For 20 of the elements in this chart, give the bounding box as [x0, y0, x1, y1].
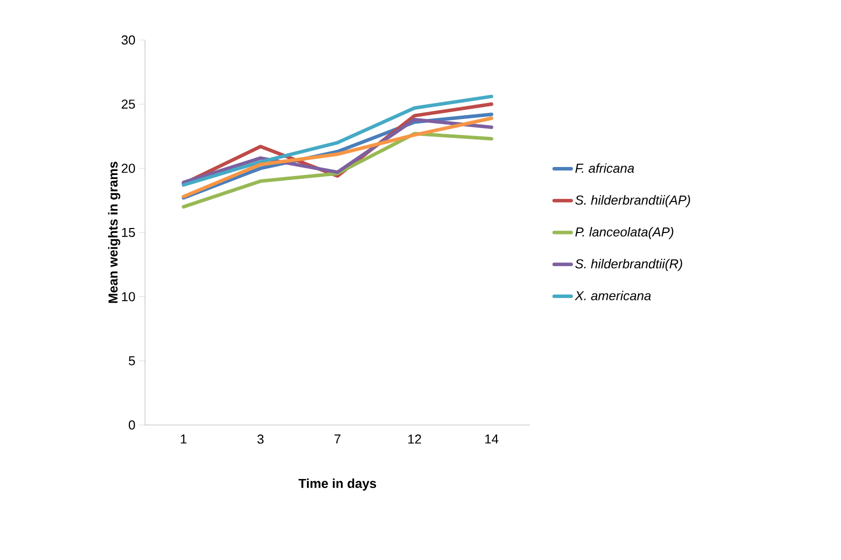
y-tick-label: 25 [122, 100, 135, 109]
y-tick-label: 30 [122, 35, 135, 45]
y-tick-label: 0 [128, 420, 135, 430]
x-tick-label: 7 [334, 434, 340, 444]
x-axis-title: Time in days [298, 478, 376, 491]
x-tick-label: 3 [257, 434, 264, 444]
line-series [182, 132, 494, 209]
y-tick-label: 20 [122, 164, 135, 173]
x-tick-label: 12 [408, 434, 422, 444]
x-tick-label: 1 [180, 434, 186, 444]
legend-label: S. hilderbrandtii(R) [575, 258, 682, 271]
legend-label: P. lanceolata(AP) [575, 227, 674, 240]
y-axis-title: Mean weights in grams [108, 162, 120, 303]
x-tick-label: 14 [485, 434, 498, 444]
y-tick-label: 10 [122, 292, 135, 302]
y-tick-label: 5 [128, 356, 135, 366]
legend-label: X. americana [574, 290, 651, 300]
y-tick-label: 15 [122, 228, 135, 238]
legend-label: F. africana [575, 163, 634, 173]
legend-label: S. hilderbrandtii(AP) [575, 195, 690, 208]
